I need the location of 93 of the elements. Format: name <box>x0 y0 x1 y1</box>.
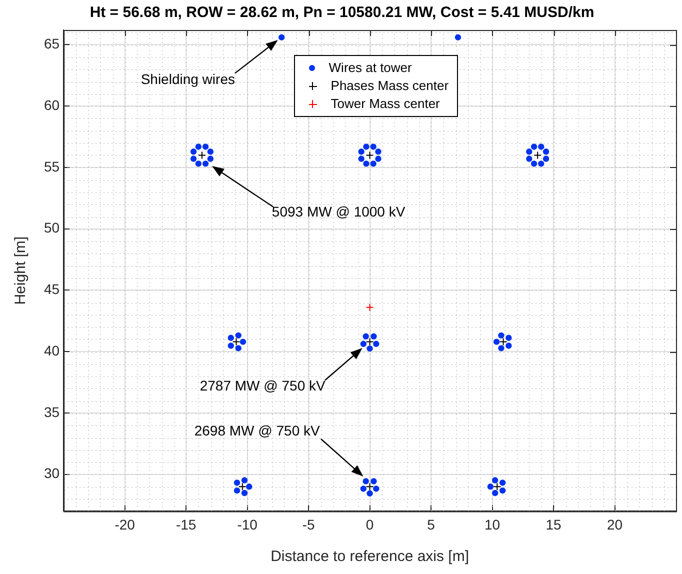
point <box>246 484 252 490</box>
point <box>526 156 532 162</box>
point <box>190 156 197 162</box>
point <box>358 148 364 155</box>
point <box>542 148 550 155</box>
point <box>499 338 508 346</box>
point <box>370 144 376 150</box>
x-tick-label: 5 <box>427 516 436 532</box>
point <box>370 333 377 340</box>
point <box>234 480 240 486</box>
point <box>363 144 370 150</box>
chart-title: Ht = 56.68 m, ROW = 28.62 m, Pn = 10580.21 MW, Cost = 5.41 MUSD/km <box>90 4 594 22</box>
y-tick-label: 40 <box>44 342 60 358</box>
point <box>228 342 234 349</box>
point <box>492 490 498 496</box>
point <box>366 345 373 352</box>
x-tick-label: 15 <box>546 516 562 532</box>
y-tick-label: 35 <box>44 404 60 420</box>
point <box>202 160 209 167</box>
x-tick-label: -10 <box>237 516 258 532</box>
point <box>538 160 544 167</box>
point <box>241 477 248 484</box>
point <box>487 484 494 490</box>
point <box>366 338 374 346</box>
annotation: Shielding wires <box>140 70 235 87</box>
point <box>526 148 532 155</box>
point <box>190 148 197 155</box>
x-tick-label: 0 <box>366 516 374 532</box>
point <box>493 482 502 491</box>
y-axis-title: Height [m] <box>12 236 30 305</box>
point <box>235 332 242 339</box>
point <box>235 345 242 352</box>
x-tick-label: -5 <box>302 516 315 532</box>
point <box>530 144 538 150</box>
point <box>358 156 364 162</box>
legend-label: Wires at tower <box>328 59 412 77</box>
point <box>232 338 240 346</box>
point <box>373 340 380 347</box>
point <box>366 490 373 496</box>
y-tick-label: 55 <box>44 158 60 174</box>
point <box>207 148 214 155</box>
point <box>228 334 234 341</box>
point <box>506 334 512 341</box>
y-tick-label: 30 <box>44 465 60 482</box>
point <box>238 482 246 491</box>
annotation: 5093 MW @ 1000 kV <box>272 204 406 220</box>
point <box>538 144 544 150</box>
y-tick-label: 60 <box>44 96 60 113</box>
point <box>375 156 382 162</box>
point <box>493 338 500 345</box>
point <box>198 151 206 160</box>
point <box>499 480 506 486</box>
point <box>278 34 285 40</box>
point <box>240 338 246 345</box>
y-tick-label: 45 <box>44 281 60 298</box>
point <box>207 156 214 162</box>
point <box>492 477 498 484</box>
point <box>498 345 504 352</box>
point <box>542 156 550 162</box>
point <box>234 487 240 494</box>
point <box>499 487 506 494</box>
y-tick-label: 50 <box>44 220 60 236</box>
legend-label: Phases Mass center <box>330 77 449 95</box>
point <box>454 34 462 40</box>
point <box>241 490 248 496</box>
point <box>360 486 367 492</box>
point <box>506 342 512 349</box>
annotation: 2787 MW @ 750 kV <box>200 377 326 394</box>
point <box>498 332 504 339</box>
point <box>360 340 367 347</box>
point <box>370 478 377 484</box>
point <box>530 160 538 167</box>
point <box>195 160 202 167</box>
point <box>366 482 374 491</box>
y-tick-label: 65 <box>44 36 60 52</box>
x-tick-label: 20 <box>606 516 623 532</box>
point <box>375 148 382 155</box>
point <box>373 486 380 492</box>
point <box>366 151 374 160</box>
point <box>202 144 209 150</box>
point <box>362 333 369 340</box>
point <box>363 160 370 167</box>
point <box>362 478 369 484</box>
legend-label: Tower Mass center <box>330 95 440 113</box>
point <box>534 151 542 160</box>
x-axis-title: Distance to reference axis [m] <box>270 548 469 566</box>
x-tick-label: -15 <box>176 516 196 532</box>
point <box>366 303 374 312</box>
point <box>370 160 376 167</box>
annotation: 2698 MW @ 750 kV <box>194 422 320 439</box>
point <box>195 144 202 150</box>
x-tick-label: -20 <box>114 516 136 532</box>
x-tick-label: 10 <box>484 516 500 532</box>
